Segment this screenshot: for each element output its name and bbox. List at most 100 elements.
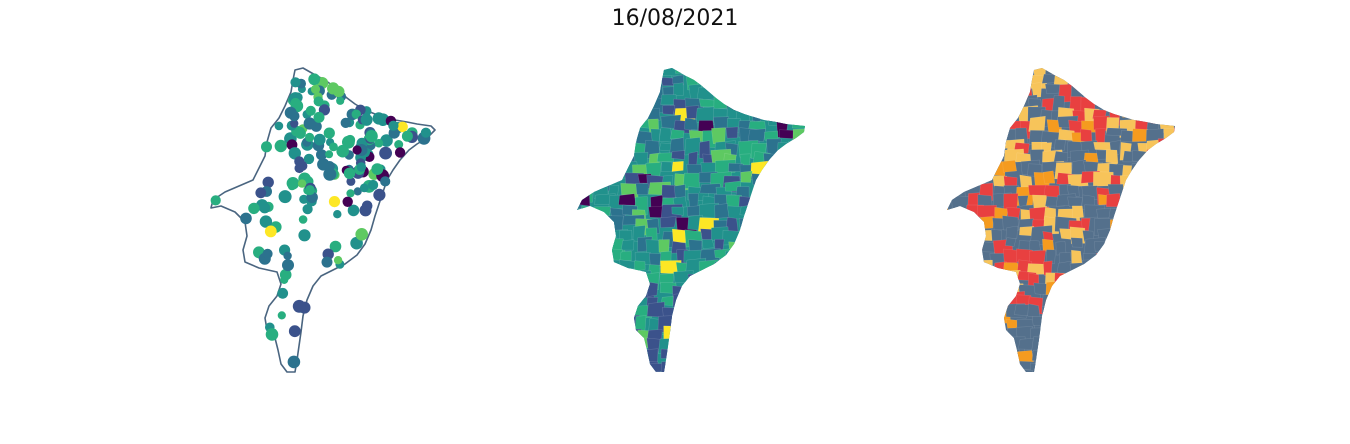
municipality-region [702,239,715,250]
municipality-region [595,164,609,181]
municipality-region [1174,116,1175,130]
municipality-region [775,68,791,78]
municipality-region [775,163,793,179]
city-point [248,202,260,215]
municipality-region [978,73,994,87]
municipality-region [803,295,805,311]
municipality-region [658,239,670,253]
municipality-region [684,117,699,131]
municipality-region [611,281,630,298]
municipality-region [646,301,665,318]
municipality-region [773,304,790,315]
municipality-region [739,204,752,217]
municipality-region [646,281,659,297]
municipality-region [1067,68,1089,74]
municipality-region [947,272,954,287]
figure-title: 16/08/2021 [611,6,739,31]
municipality-region [804,207,805,220]
municipality-region [580,229,593,247]
municipality-region [1145,328,1162,344]
municipality-region [1119,252,1143,268]
municipality-region [1158,335,1175,356]
municipality-region [947,75,963,94]
municipality-region [1119,305,1131,317]
municipality-region [1136,370,1154,372]
city-point [323,167,337,181]
municipality-region [766,83,781,96]
municipality-region [577,361,589,372]
municipality-region [1171,251,1175,262]
municipality-region [740,72,758,90]
municipality-region [965,105,982,121]
municipality-region [1134,272,1151,286]
municipality-region [753,283,767,297]
municipality-region [753,186,772,201]
municipality-region [789,68,804,80]
municipality-region [581,138,598,156]
municipality-region [1031,349,1044,361]
city-point [353,187,362,196]
municipality-region [988,83,1004,99]
municipality-region [1172,209,1175,219]
points-map-panel [210,67,436,373]
municipality-region [1145,252,1158,272]
municipality-region [714,248,731,260]
municipality-region [765,346,776,360]
municipality-region [609,128,628,144]
municipality-region [949,284,960,295]
municipality-region [791,373,810,384]
municipality-region [1118,197,1140,213]
municipality-region [790,294,805,307]
municipality-region [648,83,663,100]
choropleth-map-panel [577,68,820,384]
city-point [262,176,274,188]
city-point [346,176,356,186]
municipality-region [709,282,727,296]
city-point [274,139,287,153]
municipality-region [989,369,1009,372]
municipality-region [748,121,766,131]
municipality-region [1133,296,1147,311]
city-point [321,256,333,268]
city-point [380,176,391,187]
municipality-region [675,358,692,372]
municipality-region [775,192,788,210]
municipality-region [763,153,786,167]
city-point [342,135,355,149]
municipality-region [674,318,696,331]
municipality-region [776,174,799,195]
municipality-region [773,94,793,104]
municipality-region [1174,238,1175,257]
municipality-region [697,315,715,335]
municipality-region [683,369,699,372]
municipality-region [806,282,820,294]
municipality-region [804,107,805,118]
municipality-region [947,186,955,197]
municipality-region [618,83,633,98]
municipality-region [577,283,586,298]
municipality-region [776,369,788,372]
municipality-region [1004,68,1028,84]
municipality-region [672,74,685,86]
municipality-region [1042,336,1054,350]
municipality-region [1096,88,1108,101]
municipality-region [577,76,585,96]
municipality-region [947,291,953,304]
municipality-region [773,226,796,239]
municipality-region [585,68,596,79]
municipality-region [697,285,717,302]
municipality-region [724,249,745,265]
municipality-region [749,207,769,220]
municipality-region [766,184,788,193]
municipality-region [1094,323,1110,337]
city-point [313,96,324,107]
municipality-region [1136,283,1154,297]
municipality-region [687,359,708,370]
municipality-region [1131,150,1152,163]
municipality-region [1135,249,1156,262]
municipality-region [1162,106,1175,121]
municipality-region [577,261,586,279]
municipality-region [947,337,955,355]
city-point [294,127,306,139]
municipality-region [618,369,641,372]
